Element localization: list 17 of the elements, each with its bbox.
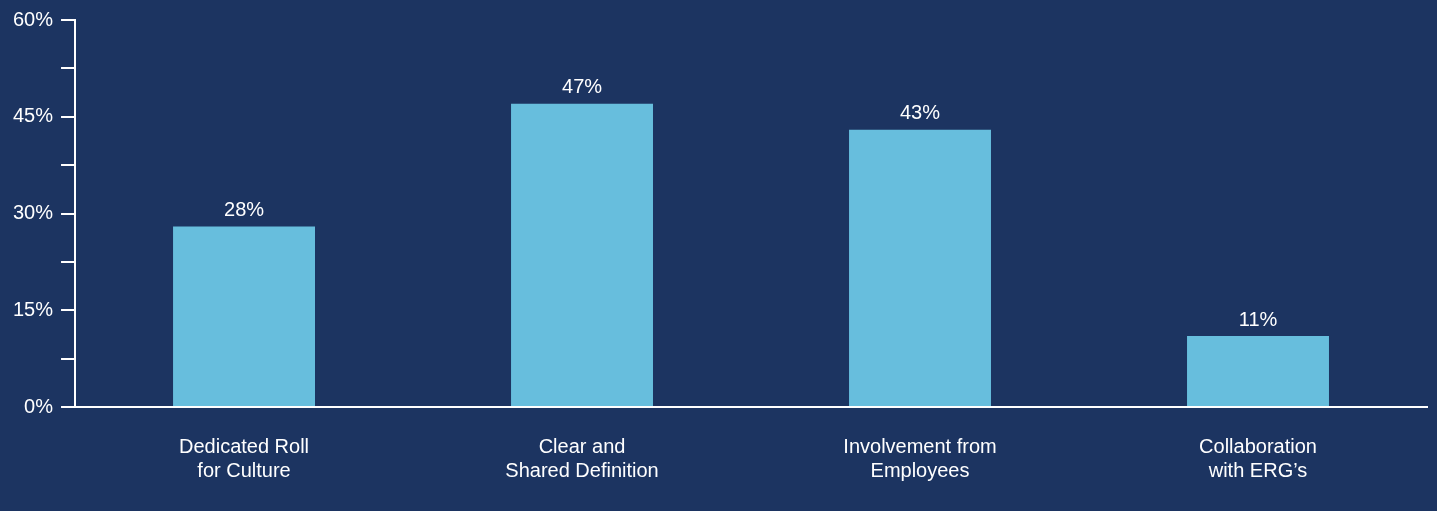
x-tick-label: Involvement from Employees [843,434,997,481]
data-label: 11% [1238,307,1278,330]
data-label: 47% [562,75,603,98]
y-tick-label: 30% [13,201,54,224]
bar [173,226,315,406]
x-tick-label: Collaboration with ERG’s [1199,434,1317,481]
bar [1187,336,1329,406]
y-tick-label: 45% [13,104,54,127]
bar [511,103,653,406]
data-label: 28% [224,197,265,220]
y-tick-label: 15% [13,297,54,320]
y-tick-label: 0% [24,394,54,417]
x-tick-label: Clear and Shared Definition [505,434,659,481]
y-tick-label: 60% [13,7,54,30]
x-tick-label: Dedicated Roll for Culture [178,434,310,481]
data-label: 43% [900,101,941,124]
bar [849,129,991,406]
